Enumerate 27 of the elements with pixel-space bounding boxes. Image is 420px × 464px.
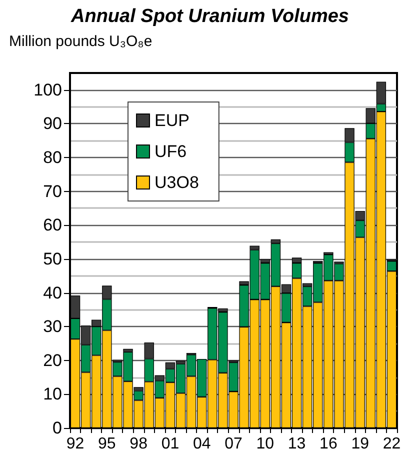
x-tick-label: 95 [98,436,116,452]
x-tick-label: 07 [224,436,242,452]
y-tick-label: 10 [43,384,62,404]
x-tick-label: 22 [382,436,401,452]
x-tick-label: 98 [130,436,148,452]
legend-label: UF6 [154,142,187,161]
x-tick-label: 04 [192,436,211,452]
y-tick-label: 70 [43,182,62,201]
x-tick-label: 01 [161,436,180,452]
y-tick-label: 40 [43,283,62,302]
x-tick-label: 92 [66,436,84,452]
x-tick-label: 10 [256,436,274,452]
y-tick-label: 100 [34,80,62,100]
y-tick-label: 50 [43,249,62,268]
x-tick-label: 13 [288,436,306,452]
legend-label: U3O8 [154,173,199,192]
y-tick-label: 90 [43,114,62,134]
y-tick-label: 60 [43,216,62,235]
y-tick-label: 0 [52,418,62,438]
x-tick-label: 16 [320,436,338,452]
legend-label: EUP [154,111,190,130]
chart-title: Annual Spot Uranium Volumes [70,6,349,27]
y-tick-label: 20 [43,350,62,370]
y-tick-label: 80 [43,148,62,168]
x-tick-label: 19 [351,436,370,452]
y-tick-label: 30 [43,317,62,336]
chart-subtitle: Million pounds U₃O₈e [9,33,152,50]
